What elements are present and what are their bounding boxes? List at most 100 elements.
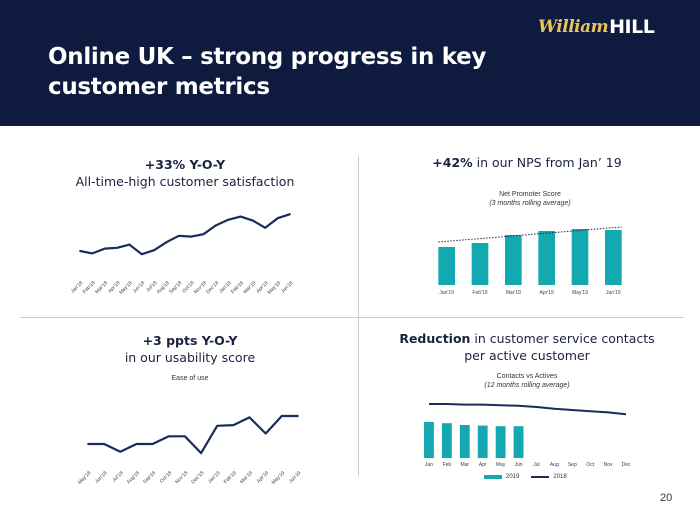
usability-tick-label: Aug'18: [126, 470, 141, 485]
usability-tick-label: Feb'19: [223, 470, 238, 485]
usability-tick-label: Jan'19: [207, 470, 222, 485]
nps-bar-chart: Jan'19 Feb'19 Mar'19 Apr'19 May'19 Jun'19: [438, 226, 622, 296]
logo-block-text: HILL: [609, 16, 655, 38]
legend-item-2019: 2019: [484, 474, 519, 480]
satisfaction-heading: +33% Y-O-Y All-time-high customer satisf…: [40, 156, 330, 190]
usability-data-point: [119, 450, 122, 453]
contacts-tick-label: Mar: [460, 462, 469, 468]
nps-tick-label: Apr'19: [540, 290, 555, 296]
contacts-headline-bold: Reduction: [399, 331, 471, 346]
nps-headline-rest: in our NPS from Jan’ 19: [472, 155, 622, 170]
nps-bar: [505, 235, 522, 285]
nps-tick-label: Mar'19: [506, 290, 521, 296]
satisfaction-data-point: [153, 249, 156, 252]
usability-tick-label: Mar'19: [239, 470, 254, 485]
nps-bar: [438, 247, 455, 285]
contacts-chart-subtitle: Contacts vs Actives (12 months rolling a…: [427, 372, 627, 390]
usability-tick-label: Oct'18: [159, 470, 174, 485]
page-number: 20: [660, 492, 673, 504]
satisfaction-data-point: [276, 217, 279, 220]
satisfaction-data-point: [252, 219, 254, 222]
usability-tick-label: Apr'19: [256, 470, 271, 485]
usability-data-point: [264, 432, 267, 435]
satisfaction-data-point: [289, 213, 291, 216]
william-hill-logo: William HILL: [538, 16, 655, 38]
logo-script-text: William: [538, 17, 609, 37]
nps-tick-label: Jan'19: [439, 290, 454, 296]
satisfaction-data-point: [91, 252, 94, 255]
satisfaction-tick-label: Feb'19: [230, 280, 245, 295]
satisfaction-line-chart: Jan'18Feb'18Mar'18Apr'18May'18Jun'18Jul'…: [70, 213, 295, 296]
satisfaction-data-point: [177, 234, 180, 237]
nps-tick-label: Jun'19: [606, 290, 621, 296]
contacts-tick-label: Aug: [550, 462, 559, 468]
contacts-combo-chart: Jan Feb Mar Apr May Jun Jul Aug Sep Oct Nov Dec: [424, 403, 631, 468]
usability-data-point: [297, 415, 299, 417]
usability-data-point: [184, 435, 186, 438]
usability-chart-subtitle: Ease of use: [140, 374, 240, 383]
usability-tick-label: Jun'19: [288, 470, 303, 485]
legend-label-2019: 2019: [506, 474, 520, 480]
satisfaction-series-line: [79, 213, 291, 256]
satisfaction-data-point: [264, 226, 267, 229]
contacts-headline-rest: in customer service contacts: [470, 331, 655, 346]
satisfaction-tick-label: Sep'18: [168, 280, 183, 295]
satisfaction-data-point: [165, 241, 168, 244]
satisfaction-headline-line2: All-time-high customer satisfaction: [75, 174, 295, 189]
contacts-bar: [495, 426, 506, 458]
satisfaction-tick-label: Mar'19: [242, 280, 257, 295]
nps-subtitle-text: Net Promoter Score: [499, 191, 561, 198]
nps-heading: +42% in our NPS from Jan’ 19: [374, 154, 680, 171]
nps-tick-label: Feb'19: [472, 290, 487, 296]
nps-subtitle-note: (3 months rolling average): [489, 200, 571, 207]
contacts-tick-label: Dec: [622, 462, 631, 468]
satisfaction-data-point: [227, 218, 230, 221]
satisfaction-data-point: [79, 250, 81, 252]
satisfaction-data-point: [140, 253, 143, 256]
nps-bar: [571, 229, 589, 285]
usability-tick-label: Dec'18: [190, 470, 205, 485]
satisfaction-data-point: [239, 215, 242, 218]
usability-data-point: [248, 416, 251, 419]
satisfaction-tick-label: Jun'19: [280, 280, 295, 295]
contacts-bar: [513, 426, 524, 458]
usability-data-point: [167, 435, 170, 438]
usability-line-chart: May'18 Jun'18 Jul'18 Aug'18 Sep'18 Oct'18 Nov'…: [77, 414, 303, 486]
satisfaction-headline-bold: +33% Y-O-Y: [144, 157, 226, 172]
nps-headline-bold: +42%: [432, 155, 473, 170]
usability-data-point: [280, 415, 283, 417]
contacts-tick-label: Jan: [425, 462, 433, 468]
usability-data-point: [135, 443, 138, 445]
contacts-subtitle-note: (12 months rolling average): [484, 382, 570, 389]
usability-data-point: [87, 443, 89, 445]
contacts-tick-label: Nov: [604, 462, 613, 468]
contacts-tick-label: Sep: [568, 462, 577, 468]
contacts-subtitle-text: Contacts vs Actives: [496, 373, 558, 380]
horizontal-divider: [20, 317, 684, 318]
nps-bar: [605, 230, 622, 285]
contacts-tick-label: May: [496, 462, 506, 468]
usability-tick-label: Nov'18: [174, 470, 189, 485]
contacts-headline-line2: per active customer: [464, 348, 590, 363]
satisfaction-tick-label: Mar'18: [94, 280, 109, 295]
satisfaction-tick-label: Jun'18: [132, 280, 147, 295]
usability-tick-label: May'19: [271, 470, 287, 486]
contacts-series-line: [429, 403, 627, 416]
satisfaction-data-point: [214, 224, 217, 227]
contacts-heading: Reduction in customer service contacts p…: [374, 330, 680, 364]
usability-series-line: [88, 414, 298, 455]
usability-data-point: [200, 452, 202, 454]
satisfaction-tick-label: Feb'18: [82, 280, 97, 295]
contacts-tick-label: Feb: [443, 462, 452, 468]
legend-swatch-line: [531, 476, 550, 478]
contacts-legend: 2019 2018: [484, 474, 579, 480]
usability-headline-line2: in our usability score: [124, 350, 256, 365]
usability-tick-label: Sep'18: [142, 470, 157, 485]
satisfaction-data-point: [116, 246, 118, 249]
vertical-divider: [358, 156, 359, 476]
nps-chart-subtitle: Net Promoter Score (3 months rolling ave…: [430, 190, 630, 208]
contacts-tick-label: Apr: [479, 462, 487, 468]
contacts-bar: [477, 425, 488, 458]
usability-data-point: [232, 424, 235, 426]
satisfaction-tick-label: Dec'18: [205, 280, 220, 295]
